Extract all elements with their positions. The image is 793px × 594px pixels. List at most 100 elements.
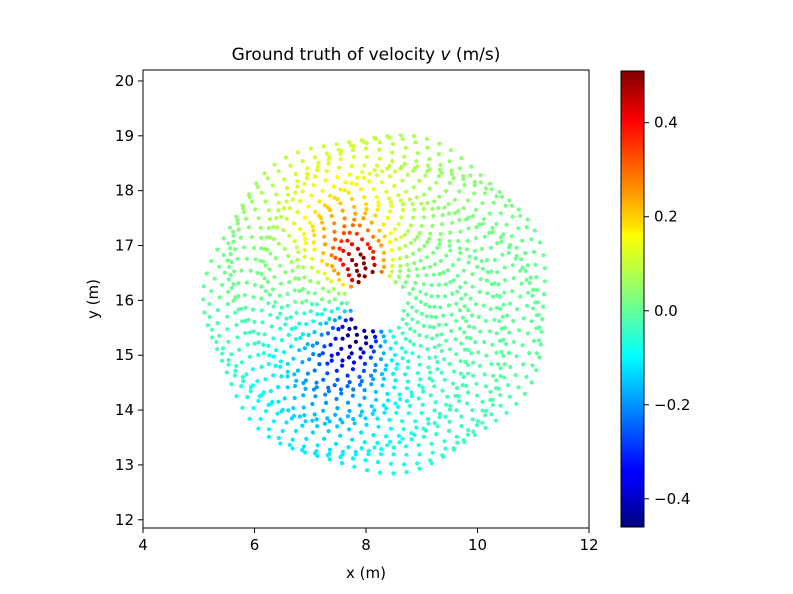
scatter-point (358, 346, 363, 351)
scatter-point (457, 218, 462, 223)
scatter-point (338, 257, 343, 262)
scatter-point (333, 237, 338, 242)
scatter-point (496, 362, 501, 367)
scatter-point (416, 396, 421, 401)
scatter-point (463, 292, 468, 297)
scatter-point (226, 241, 231, 246)
scatter-point (295, 184, 300, 189)
scatter-point (458, 371, 463, 376)
scatter-point (252, 319, 257, 324)
scatter-point (247, 416, 252, 421)
scatter-point (443, 294, 448, 299)
scatter-point (228, 273, 233, 278)
scatter-point (403, 444, 409, 449)
scatter-point (242, 293, 247, 298)
scatter-point (475, 264, 480, 269)
scatter-point (367, 246, 373, 251)
scatter-point (278, 214, 283, 219)
scatter-point (441, 454, 446, 459)
scatter-point (466, 226, 471, 231)
scatter-point (428, 393, 433, 398)
scatter-point (415, 461, 420, 466)
scatter-point (396, 222, 401, 227)
scatter-point (433, 315, 439, 320)
scatter-point (321, 377, 326, 382)
scatter-point (409, 390, 414, 395)
scatter-point (484, 258, 490, 263)
scatter-point (267, 267, 272, 272)
scatter-point (532, 228, 537, 233)
scatter-point (356, 280, 361, 285)
scatter-point (389, 203, 394, 208)
scatter-point (447, 159, 452, 164)
scatter-point (518, 268, 523, 273)
scatter-point (373, 334, 378, 339)
scatter-point (447, 243, 452, 248)
scatter-point (462, 347, 467, 352)
scatter-point (507, 394, 512, 399)
scatter-point (403, 145, 408, 150)
scatter-point (222, 270, 227, 275)
scatter-point (312, 174, 318, 179)
scatter-point (465, 390, 470, 395)
scatter-point (266, 361, 271, 367)
scatter-point (459, 414, 464, 419)
scatter-point (424, 255, 429, 260)
scatter-point (459, 296, 464, 301)
scatter-point (425, 240, 430, 245)
scatter-point (400, 331, 405, 336)
scatter-point (541, 292, 547, 297)
scatter-point (244, 280, 249, 285)
scatter-point (534, 351, 539, 356)
scatter-point (502, 362, 507, 367)
scatter-point (370, 269, 375, 275)
scatter-point (277, 293, 282, 298)
scatter-point (422, 243, 427, 248)
scatter-point (528, 275, 533, 280)
scatter-point (316, 213, 321, 218)
scatter-point (509, 203, 514, 208)
scatter-point (400, 178, 405, 183)
scatter-point (385, 443, 390, 448)
scatter-point (301, 405, 306, 410)
scatter-point (464, 335, 470, 340)
scatter-point (412, 432, 417, 437)
scatter-point (268, 312, 273, 317)
scatter-point (347, 230, 352, 235)
scatter-point (335, 406, 340, 411)
scatter-point (324, 169, 329, 174)
scatter-point (388, 346, 393, 351)
scatter-point (327, 193, 333, 198)
scatter-point (350, 278, 355, 283)
scatter-point (408, 326, 413, 332)
x-axis-label: x (m) (346, 564, 386, 582)
scatter-point (241, 379, 246, 384)
scatter-point (417, 452, 422, 457)
scatter-point (468, 296, 473, 301)
scatter-point (329, 358, 334, 363)
scatter-point (447, 419, 452, 424)
scatter-point (390, 257, 395, 262)
scatter-point (401, 308, 406, 313)
scatter-point (307, 357, 312, 362)
scatter-point (458, 285, 463, 290)
scatter-point (286, 192, 291, 197)
scatter-point (217, 295, 222, 300)
scatter-point (232, 373, 237, 378)
scatter-point (454, 301, 459, 306)
scatter-point (524, 374, 529, 379)
scatter-point (437, 242, 442, 247)
scatter-point (293, 276, 298, 281)
scatter-point (350, 393, 355, 398)
scatter-point (266, 343, 271, 348)
scatter-point (431, 325, 436, 330)
scatter-point (451, 447, 457, 452)
scatter-point (333, 441, 339, 446)
scatter-point (403, 243, 408, 248)
scatter-point (437, 237, 442, 242)
scatter-point (424, 334, 429, 339)
scatter-point (315, 424, 320, 429)
scatter-point (447, 180, 452, 186)
scatter-point (357, 382, 363, 387)
